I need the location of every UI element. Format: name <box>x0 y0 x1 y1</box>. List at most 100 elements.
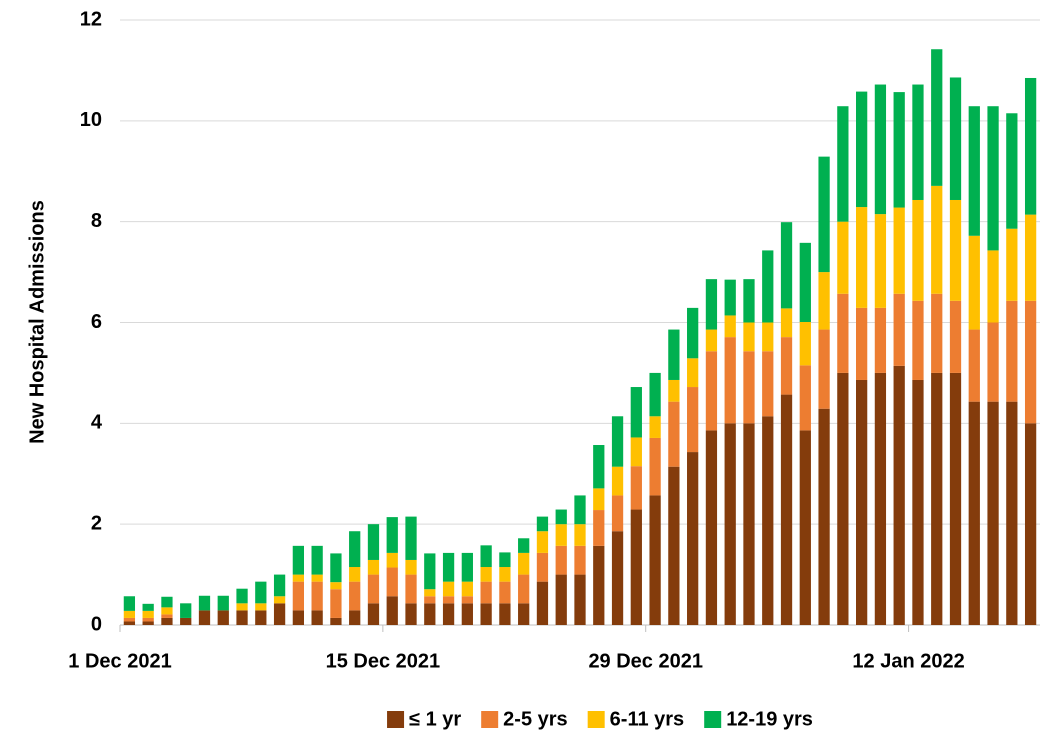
bar-segment <box>649 372 661 417</box>
bar-segment <box>724 315 736 338</box>
bar-segment <box>968 401 980 625</box>
bar-segment <box>611 466 624 496</box>
bar-segment <box>480 603 492 625</box>
y-tick-label: 4 <box>91 412 103 434</box>
bar-segment <box>255 581 267 604</box>
legend-label: 6-11 yrs <box>610 708 685 730</box>
bar-segment <box>123 617 136 622</box>
bar-segment <box>893 92 905 208</box>
bar-segment <box>762 351 774 417</box>
bar-segment <box>330 582 342 590</box>
bar-segment <box>405 603 417 625</box>
bar-segment <box>367 574 380 604</box>
bar-segment <box>687 387 699 453</box>
bar-segment <box>518 574 530 604</box>
bar-segment <box>630 509 642 625</box>
bar-segment <box>687 452 699 625</box>
bar-segment <box>180 617 192 625</box>
bar-segment <box>349 567 361 582</box>
bar-segment <box>273 574 286 597</box>
bar-segment <box>367 603 380 625</box>
bar-segment <box>123 596 136 611</box>
bar-segment <box>292 610 304 625</box>
bar-segment <box>987 106 999 251</box>
bar-segment <box>292 545 304 575</box>
bar-segment <box>142 621 154 625</box>
bar-segment <box>273 596 286 604</box>
bar-segment <box>874 372 887 625</box>
bar-segment <box>874 84 887 215</box>
bar-segment <box>630 387 642 438</box>
bar-segment <box>649 437 661 496</box>
bar-segment <box>780 222 793 309</box>
bar-segment <box>874 214 887 308</box>
bar-segment <box>837 221 849 294</box>
bar-segment <box>931 49 943 186</box>
bar-segment <box>630 466 642 510</box>
bar-segment <box>762 322 774 352</box>
bar-segment <box>236 588 248 604</box>
bar-segment <box>574 574 586 625</box>
bar-segment <box>593 545 605 625</box>
bar-segment <box>311 610 323 625</box>
bar-segment <box>480 567 492 582</box>
bar-segment <box>180 603 192 618</box>
bar-segment <box>217 610 229 625</box>
legend-swatch <box>587 711 605 728</box>
bar-segment <box>499 552 511 568</box>
bar-segment <box>349 610 361 625</box>
bar-segment <box>799 365 811 431</box>
bar-segment <box>142 610 154 618</box>
bar-segment <box>555 545 567 575</box>
bar-segment <box>424 553 436 590</box>
bar-segment <box>912 199 924 301</box>
bar-segment <box>668 466 680 625</box>
bar-segment <box>668 401 680 467</box>
bar-segment <box>518 552 530 575</box>
bar-segment <box>705 279 718 330</box>
bar-segment <box>912 300 924 380</box>
bar-segment <box>424 603 436 625</box>
bar-segment <box>762 416 774 625</box>
bar-segment <box>1024 214 1037 301</box>
y-tick-label: 0 <box>91 613 102 635</box>
bar-segment <box>574 524 586 546</box>
bar-segment <box>518 603 530 625</box>
bar-segment <box>461 552 473 582</box>
bar-segment <box>1024 423 1037 625</box>
bar-segment <box>1024 300 1037 424</box>
bar-segment <box>349 531 361 568</box>
bar-segment <box>555 524 567 546</box>
bar-segment <box>198 595 211 611</box>
y-tick-label: 2 <box>91 512 102 534</box>
bar-segment <box>161 596 173 608</box>
bar-segment <box>931 372 943 625</box>
bar-segment <box>705 329 718 352</box>
bar-segment <box>424 596 436 604</box>
bar-segment <box>987 401 999 625</box>
bar-segment <box>949 199 962 301</box>
bar-segment <box>236 603 248 611</box>
bar-segment <box>555 509 567 525</box>
bar-segment <box>780 337 793 395</box>
bar-segment <box>536 516 549 532</box>
bar-segment <box>893 365 905 625</box>
y-tick-label: 10 <box>80 109 102 131</box>
bar-segment <box>837 372 849 625</box>
bar-segment <box>743 322 755 352</box>
bar-segment <box>611 531 624 625</box>
bar-segment <box>818 408 830 625</box>
bar-segment <box>480 545 492 568</box>
bar-segment <box>856 207 868 308</box>
bar-segment <box>856 307 868 380</box>
bar-segment <box>405 516 417 560</box>
bar-segment <box>236 610 248 625</box>
x-tick-label: 1 Dec 2021 <box>68 650 171 672</box>
y-tick-label: 8 <box>91 210 102 232</box>
bar-segment <box>461 603 473 625</box>
bar-segment <box>837 293 849 373</box>
bar-segment <box>949 300 962 373</box>
bar-segment <box>574 545 586 575</box>
bar-segment <box>161 617 173 625</box>
bar-segment <box>255 603 267 611</box>
